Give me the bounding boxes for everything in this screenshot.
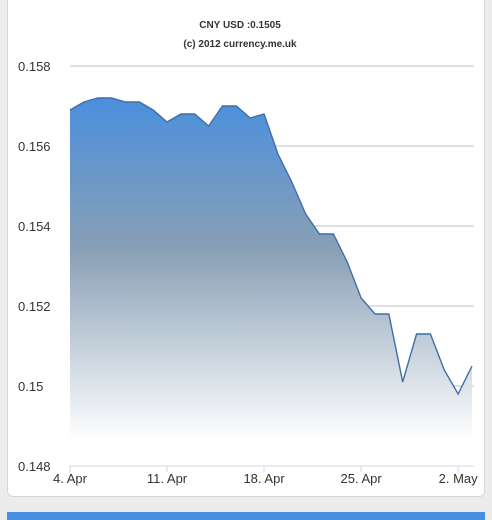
- bottom-accent-bar: [7, 512, 485, 520]
- x-tick-label: 18. Apr: [243, 471, 285, 486]
- chart-card: CNY USD :0.1505 (c) 2012 currency.me.uk …: [7, 0, 485, 497]
- plot-area: [69, 97, 473, 440]
- y-tick-label: 0.15: [18, 379, 43, 394]
- series-line: [69, 97, 473, 396]
- y-tick-label: 0.152: [18, 299, 51, 314]
- x-tick-label: 11. Apr: [147, 471, 188, 486]
- x-tick-label: 25. Apr: [341, 471, 383, 486]
- area-fill: [70, 98, 472, 440]
- currency-chart: CNY USD :0.1505 (c) 2012 currency.me.uk …: [18, 20, 478, 486]
- x-tick-label: 2. May: [439, 471, 479, 486]
- chart-title: CNY USD :0.1505: [199, 20, 281, 31]
- y-tick-label: 0.156: [18, 139, 51, 154]
- y-tick-label: 0.148: [18, 459, 51, 474]
- chart-subtitle: (c) 2012 currency.me.uk: [183, 39, 297, 50]
- x-tick-label: 4. Apr: [53, 471, 88, 486]
- y-tick-label: 0.154: [18, 219, 51, 234]
- y-tick-label: 0.158: [18, 59, 51, 74]
